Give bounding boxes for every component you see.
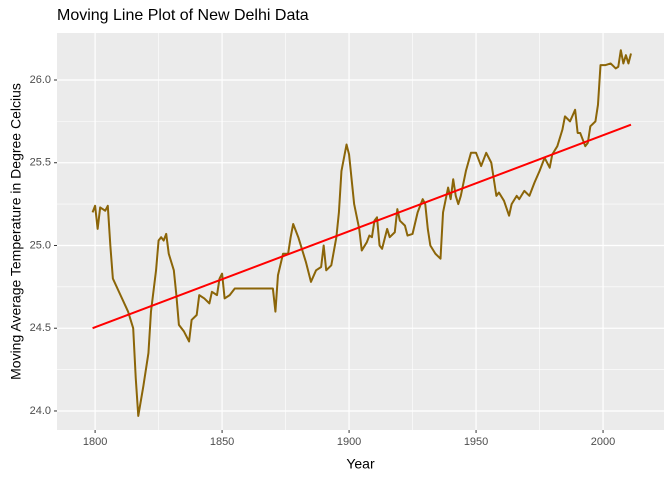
x-tick-label: 1950 xyxy=(464,436,488,448)
y-tick-label: 24.5 xyxy=(30,322,51,334)
x-tick-label: 1900 xyxy=(337,436,361,448)
data-line xyxy=(92,123,632,330)
x-tick-label: 1800 xyxy=(83,436,107,448)
chart-title: Moving Line Plot of New Delhi Data xyxy=(57,7,309,24)
y-tick-label: 26.0 xyxy=(30,74,51,86)
x-tick-label: 2000 xyxy=(591,436,615,448)
axes: 1800 1850 1900 1950 2000 24.0 24.5 25.0 25.5 26.0 xyxy=(30,74,616,448)
x-axis-label: Year xyxy=(346,456,375,472)
y-tick-label: 24.0 xyxy=(30,405,51,417)
y-tick-label: 25.5 xyxy=(30,157,51,169)
x-tick-label: 1850 xyxy=(210,436,234,448)
y-axis-label: Moving Average Temperature in Degree Cel… xyxy=(8,83,24,380)
y-tick-label: 25.0 xyxy=(30,239,51,251)
lines xyxy=(91,49,632,417)
